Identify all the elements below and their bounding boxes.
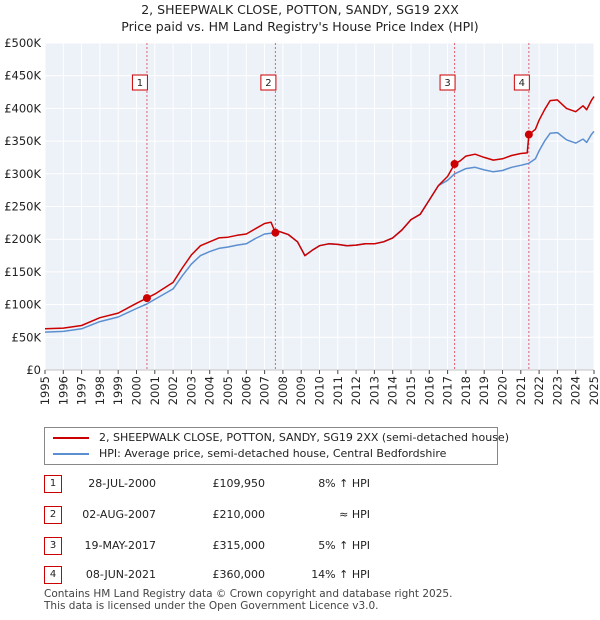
x-tick-label: 2018 xyxy=(459,376,473,405)
transaction-row: 3 19-MAY-2017 £315,000 5% ↑ HPI xyxy=(0,537,600,555)
y-tick-label: £500K xyxy=(4,36,41,50)
x-tick-label: 1997 xyxy=(75,376,89,405)
y-tick-label: £450K xyxy=(4,69,41,83)
transaction-date: 28-JUL-2000 xyxy=(88,477,156,490)
transaction-row: 2 02-AUG-2007 £210,000 ≈ HPI xyxy=(0,506,600,524)
sale-point xyxy=(524,130,533,139)
transaction-price: £109,950 xyxy=(212,477,266,490)
x-tick-label: 2006 xyxy=(239,376,253,405)
x-tick-label: 2017 xyxy=(441,376,455,405)
x-tick-label: 1995 xyxy=(38,376,52,405)
sale-point xyxy=(450,159,459,168)
footer: Contains HM Land Registry data © Crown c… xyxy=(44,588,452,612)
sale-number-box xyxy=(260,74,277,91)
property-series-line xyxy=(44,96,595,330)
x-tick-label: 2020 xyxy=(496,376,510,405)
transaction-price: £360,000 xyxy=(212,568,266,581)
x-tick-label: 2023 xyxy=(550,376,564,405)
x-tick-label: 2001 xyxy=(148,376,162,405)
legend-swatch-property xyxy=(53,437,89,439)
legend-swatch-hpi xyxy=(53,453,89,455)
x-tick-label: 2003 xyxy=(184,376,198,405)
sale-number-box xyxy=(439,74,456,91)
footer-copyright: Contains HM Land Registry data © Crown c… xyxy=(44,588,453,600)
x-tick-label: 2014 xyxy=(386,376,400,405)
sale-number-label: 1 xyxy=(137,78,143,89)
legend: 2, SHEEPWALK CLOSE, POTTON, SANDY, SG19 … xyxy=(44,427,509,465)
x-tick-label: 2011 xyxy=(331,376,345,405)
y-tick-label: £300K xyxy=(4,167,41,181)
sale-point xyxy=(271,228,280,237)
y-tick-label: £150K xyxy=(4,265,41,279)
y-tick-label: £50K xyxy=(12,330,42,344)
sale-number-box xyxy=(513,74,530,91)
sale-number-box xyxy=(131,74,148,91)
transaction-date: 08-JUN-2021 xyxy=(85,568,156,581)
sale-point xyxy=(142,294,151,303)
x-tick-label: 2010 xyxy=(313,376,327,405)
legend-label-property: 2, SHEEPWALK CLOSE, POTTON, SANDY, SG19 … xyxy=(99,431,509,444)
transaction-date: 19-MAY-2017 xyxy=(84,539,156,552)
x-tick-label: 2022 xyxy=(532,376,546,405)
x-tick-label: 2004 xyxy=(203,376,217,405)
transaction-price: £315,000 xyxy=(212,539,266,552)
y-tick-label: £350K xyxy=(4,134,41,148)
transaction-number: 1 xyxy=(44,475,62,493)
x-tick-label: 2021 xyxy=(514,376,528,405)
sale-number-label: 3 xyxy=(444,78,450,89)
transaction-hpi-compare: ≈ HPI xyxy=(339,508,370,521)
x-tick-label: 2016 xyxy=(422,376,436,405)
x-tick-label: 2012 xyxy=(349,376,363,405)
chart-subtitle: Price paid vs. HM Land Registry's House … xyxy=(121,19,479,34)
footer-licence: This data is licensed under the Open Gov… xyxy=(44,600,379,612)
legend-label-hpi: HPI: Average price, semi-detached house,… xyxy=(99,447,447,460)
x-tick-label: 2008 xyxy=(276,376,290,405)
transaction-row: 1 28-JUL-2000 £109,950 8% ↑ HPI xyxy=(0,475,600,493)
x-tick-label: 2000 xyxy=(130,376,144,405)
transaction-hpi-compare: 14% ↑ HPI xyxy=(311,568,370,581)
y-tick-label: £100K xyxy=(4,298,41,312)
transaction-row: 4 08-JUN-2021 £360,000 14% ↑ HPI xyxy=(0,566,600,584)
transaction-number: 4 xyxy=(44,566,62,584)
x-tick-label: 2002 xyxy=(166,376,180,405)
y-tick-label: £200K xyxy=(4,232,41,246)
x-tick-label: 1996 xyxy=(56,376,70,405)
y-tick-label: £0 xyxy=(26,363,41,377)
transaction-number: 3 xyxy=(44,537,62,555)
sale-number-label: 2 xyxy=(265,78,271,89)
sale-number-label: 4 xyxy=(519,78,525,89)
y-tick-label: £400K xyxy=(4,101,41,115)
x-tick-label: 2025 xyxy=(587,376,600,405)
transaction-hpi-compare: 5% ↑ HPI xyxy=(318,539,370,552)
x-tick-label: 2009 xyxy=(294,376,308,405)
transaction-price: £210,000 xyxy=(212,508,266,521)
transaction-number: 2 xyxy=(44,506,62,524)
x-tick-label: 2005 xyxy=(221,376,235,405)
chart-title: 2, SHEEPWALK CLOSE, POTTON, SANDY, SG19 … xyxy=(141,2,459,17)
price-chart: £0 £50K £100K £150K £200K £250K £300K £350K £400… xyxy=(4,36,600,405)
x-tick-label: 1999 xyxy=(111,376,125,405)
y-tick-label: £250K xyxy=(4,200,41,214)
transaction-date: 02-AUG-2007 xyxy=(82,508,156,521)
x-tick-label: 2007 xyxy=(258,376,272,405)
x-tick-label: 2013 xyxy=(367,376,381,405)
x-tick-label: 2019 xyxy=(477,376,491,405)
x-tick-label: 2015 xyxy=(404,376,418,405)
x-tick-label: 1998 xyxy=(93,376,107,405)
x-tick-label: 2024 xyxy=(569,376,583,405)
transaction-hpi-compare: 8% ↑ HPI xyxy=(318,477,370,490)
